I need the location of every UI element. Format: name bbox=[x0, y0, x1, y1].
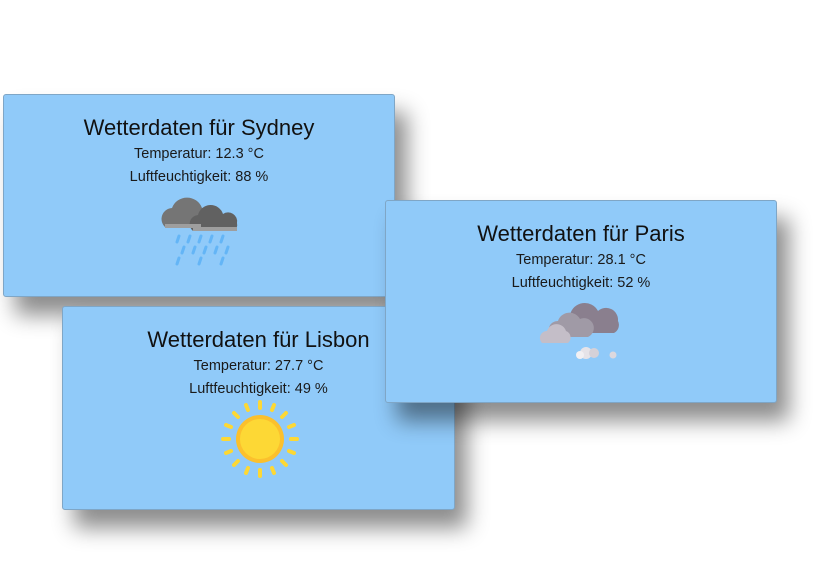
fog-cloud-icon bbox=[538, 297, 624, 367]
humidity-text: Luftfeuchtigkeit: 52 % bbox=[511, 275, 651, 291]
rain-cloud-icon bbox=[159, 191, 239, 269]
sun-icon bbox=[220, 399, 300, 479]
weather-card-paris: Wetterdaten für Paris Temperatur: 28.1 °… bbox=[385, 200, 777, 403]
card-title: Wetterdaten für Lisbon bbox=[147, 327, 370, 352]
card-title: Wetterdaten für Sydney bbox=[83, 115, 315, 140]
card-title: Wetterdaten für Paris bbox=[477, 221, 685, 246]
humidity-text: Luftfeuchtigkeit: 49 % bbox=[189, 381, 328, 397]
humidity-text: Luftfeuchtigkeit: 88 % bbox=[129, 169, 269, 185]
weather-card-sydney: Wetterdaten für Sydney Temperatur: 12.3 … bbox=[3, 94, 395, 297]
temperature-text: Temperatur: 27.7 °C bbox=[193, 358, 324, 374]
temperature-text: Temperatur: 28.1 °C bbox=[516, 252, 646, 268]
temperature-text: Temperatur: 12.3 °C bbox=[134, 146, 264, 162]
